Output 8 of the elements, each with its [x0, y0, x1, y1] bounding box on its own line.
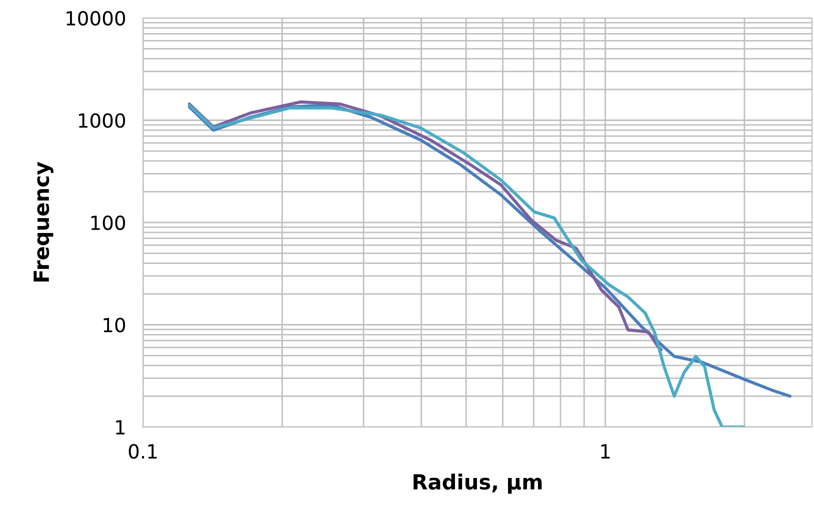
x-axis-title: Radius, µm	[414, 474, 542, 494]
y-axis-title: Frequency	[34, 162, 54, 282]
y-tick-label: 1000	[78, 113, 126, 128]
x-tick-label: 0.1	[128, 444, 157, 459]
y-tick-label: 10000	[66, 10, 126, 26]
y-tick-label: 1	[116, 420, 125, 434]
y-tick-label: 100	[91, 215, 126, 230]
y-tick-label: 10	[104, 318, 126, 332]
